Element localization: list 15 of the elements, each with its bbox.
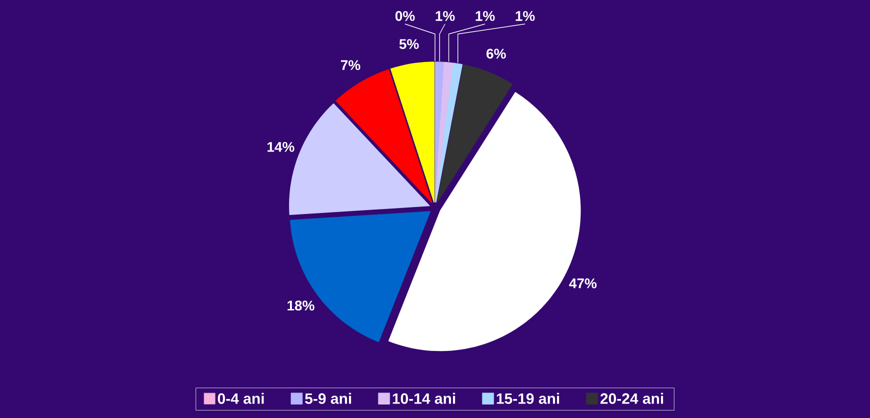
text: 0% xyxy=(395,11,415,21)
data-label: 18% xyxy=(288,300,314,311)
data-label: 47% xyxy=(569,278,597,288)
data-label: 6% xyxy=(486,48,506,59)
legend-label: 15-19 ani xyxy=(496,392,560,404)
data-label: 7% xyxy=(340,60,360,70)
data-label: 1% xyxy=(476,11,495,21)
legend-label: 20-24 ani xyxy=(600,392,664,404)
data-label: 14% xyxy=(268,142,294,152)
legend-label: 0-4 ani xyxy=(218,392,264,404)
data-label: 1% xyxy=(436,11,455,21)
legend-label: 10-14 ani xyxy=(392,392,456,404)
legend-label: 5-9 ani xyxy=(305,392,352,404)
data-label: 5% xyxy=(399,39,419,49)
data-label: 1% xyxy=(516,11,535,21)
